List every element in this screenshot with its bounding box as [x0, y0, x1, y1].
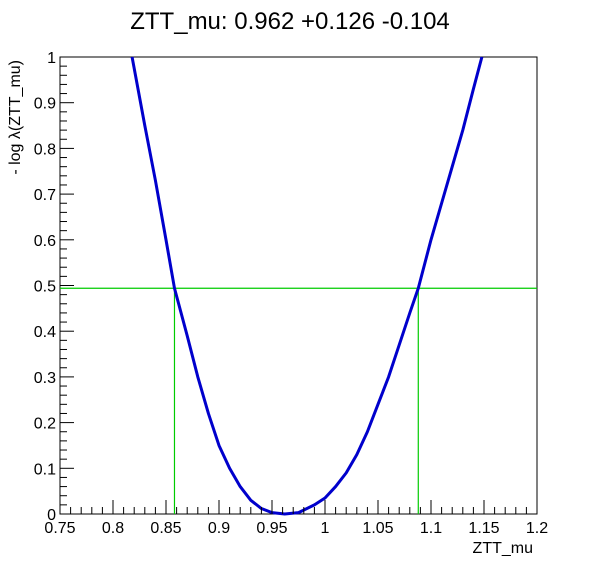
y-tick-label: 0.6	[34, 233, 56, 250]
y-tick-label: 0.3	[34, 370, 56, 387]
x-tick-label: 0.95	[256, 520, 287, 537]
y-tick-label: 0.9	[34, 96, 56, 113]
x-tick-label: 1.15	[468, 520, 499, 537]
curve-layer	[130, 56, 484, 516]
y-tick-label: 0.7	[34, 187, 56, 204]
x-tick-label: 1.1	[420, 520, 442, 537]
x-tick-label: 0.75	[44, 520, 75, 537]
y-tick-label: 1	[47, 50, 56, 67]
x-tick-label: 0.85	[150, 520, 181, 537]
y-tick-label: 0.5	[34, 279, 56, 296]
y-tick-label: 0.2	[34, 416, 56, 433]
x-tick-label: 0.9	[208, 520, 230, 537]
x-tick-label: 1.05	[362, 520, 393, 537]
y-tick-label: 0.8	[34, 141, 56, 158]
x-axis: 0.75 0.8 0.85 0.9 0.95 1 1.05 1.1 1.15 1.2	[44, 500, 548, 537]
y-axis-label: - log λ(ZTT_mu)	[7, 60, 24, 175]
y-axis: 0 0.1 0.2 0.3 0.4 0.5 0.6 0.7 0.8 0.9 1	[34, 50, 74, 524]
y-tick-label: 0.1	[34, 461, 56, 478]
y-tick-label: 0.4	[34, 324, 56, 341]
y-tick-label: 0	[47, 507, 56, 524]
x-tick-label: 1.2	[526, 520, 548, 537]
reference-lines-group	[60, 287, 537, 514]
x-tick-label: 0.8	[102, 520, 124, 537]
x-axis-label: ZTT_mu	[473, 540, 533, 557]
x-tick-label: 1	[321, 520, 330, 537]
series-line-1	[130, 56, 484, 516]
chart-title: ZTT_mu: 0.962 +0.126 -0.104	[130, 8, 450, 35]
